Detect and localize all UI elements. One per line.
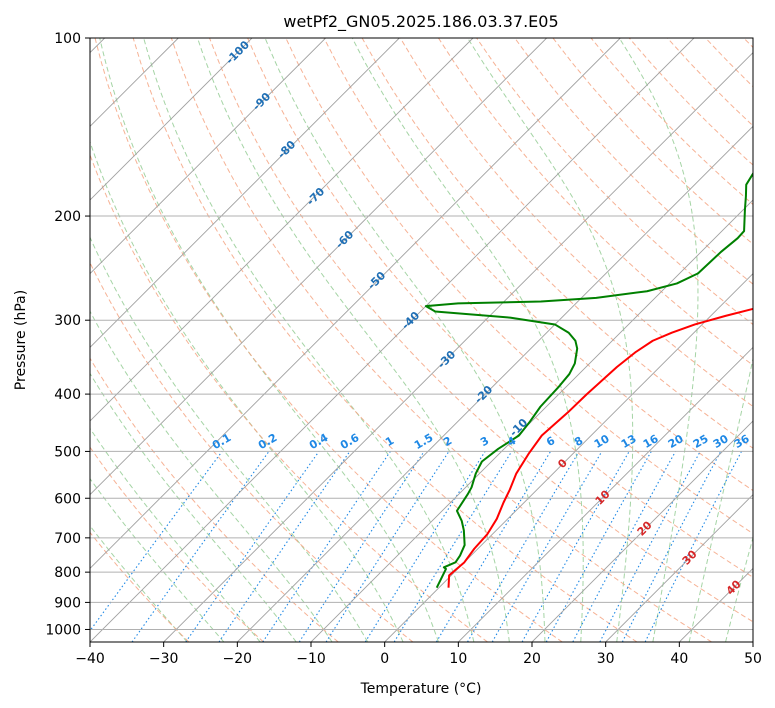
moist-adiabat-line [264, 38, 546, 642]
y-axis: 100 200 300 400 500 600 700 800 900 1000 [45, 31, 90, 638]
y-tick-label: 400 [54, 387, 81, 403]
y-tick-label: 300 [54, 313, 81, 329]
y-tick-label: 700 [54, 531, 81, 547]
x-tick-label: 20 [523, 651, 541, 667]
mixing-ratio-line [298, 451, 425, 642]
temperature-profile-line [447, 307, 753, 588]
moist-adiabat-line [99, 38, 439, 642]
y-tick-label: 800 [54, 565, 81, 581]
y-tick-label: 500 [54, 444, 81, 460]
mixing-ratio-line [644, 451, 742, 642]
mixing-ratio-line [325, 451, 450, 642]
mixing-ratio-line [393, 451, 513, 642]
isotherm-line [605, 494, 753, 642]
isotherm-line [90, 38, 400, 348]
mixing-ratio-line [621, 451, 722, 642]
isotherm-line [310, 199, 753, 642]
mixing-ratio-line [545, 451, 652, 642]
moist-adiabat-line [143, 38, 475, 642]
dry-adiabat-line [323, 38, 753, 492]
dry-adiabat-line [132, 38, 638, 642]
dry-adiabat-line [90, 357, 339, 642]
x-tick-label: −10 [296, 651, 326, 667]
moist-adiabat-line [725, 535, 753, 642]
mixing-ratio-line [572, 451, 677, 642]
dry-adiabat-line [399, 38, 753, 408]
isotherm-line [90, 38, 474, 422]
moist-adiabat-line [90, 236, 369, 642]
isotherm-line [90, 38, 621, 569]
dry-adiabats [90, 38, 753, 642]
y-tick-label: 900 [54, 595, 81, 611]
plot-frame [89, 37, 754, 643]
x-axis-label: Temperature (°C) [360, 681, 482, 697]
x-axis: −40 −30 −20 −10 0 10 20 30 40 50 [75, 642, 762, 667]
pressure-gridlines [90, 38, 753, 630]
isotherm-line [90, 38, 695, 642]
sounding-profiles [424, 171, 753, 589]
mixing-ratio-line [90, 451, 223, 632]
x-tick-label: 40 [670, 651, 688, 667]
dry-adiabat-line [209, 38, 753, 623]
y-tick-label: 100 [54, 31, 81, 47]
moist-adiabat-line [90, 477, 225, 642]
y-axis-label: Pressure (hPa) [13, 290, 29, 390]
isotherm-line [163, 52, 753, 642]
moist-adiabat-line [196, 38, 510, 642]
isotherm-line [458, 346, 753, 642]
moist-adiabat-line [688, 356, 753, 642]
moist-adiabat-line [618, 38, 699, 642]
isotherm-line [90, 38, 253, 201]
mixing-ratio-line [262, 451, 391, 642]
isotherm-line [90, 38, 326, 275]
y-tick-label: 200 [54, 209, 81, 225]
dry-adiabat-line [94, 38, 563, 642]
x-tick-label: −30 [149, 651, 179, 667]
moist-adiabats [90, 38, 753, 642]
dry-adiabat-line [438, 38, 753, 366]
x-tick-label: 30 [597, 651, 615, 667]
isotherm-line [237, 125, 753, 642]
dry-adiabat-line [514, 38, 753, 285]
dry-adiabat-line [247, 38, 753, 578]
moist-adiabat-line [90, 310, 333, 642]
x-tick-label: 10 [449, 651, 467, 667]
x-tick-label: −20 [223, 651, 253, 667]
dry-adiabat-line [90, 531, 190, 642]
x-tick-label: 0 [380, 651, 389, 667]
dry-adiabat-line [90, 446, 264, 642]
mixing-ratio-line [521, 451, 630, 642]
x-tick-label: −40 [75, 651, 105, 667]
dry-adiabat-line [90, 153, 488, 642]
x-tick-label: 50 [744, 651, 762, 667]
moist-adiabat-line [351, 38, 584, 642]
isotherm-line [384, 273, 753, 642]
skewed-isotherms [90, 38, 753, 642]
mixing-ratio-line [185, 451, 320, 642]
mixing-ratio-line [218, 451, 351, 642]
y-tick-label: 1000 [45, 622, 81, 638]
isotherm-line [90, 38, 547, 496]
moist-adiabat-line [90, 427, 261, 642]
dry-adiabat-line [170, 38, 712, 642]
dewpoint-profile-line [424, 171, 753, 589]
moist-adiabat-line [90, 140, 404, 642]
y-tick-label: 600 [54, 491, 81, 507]
chart-title: wetPf2_GN05.2025.186.03.37.E05 [283, 12, 558, 32]
isotherm-line [531, 420, 753, 642]
